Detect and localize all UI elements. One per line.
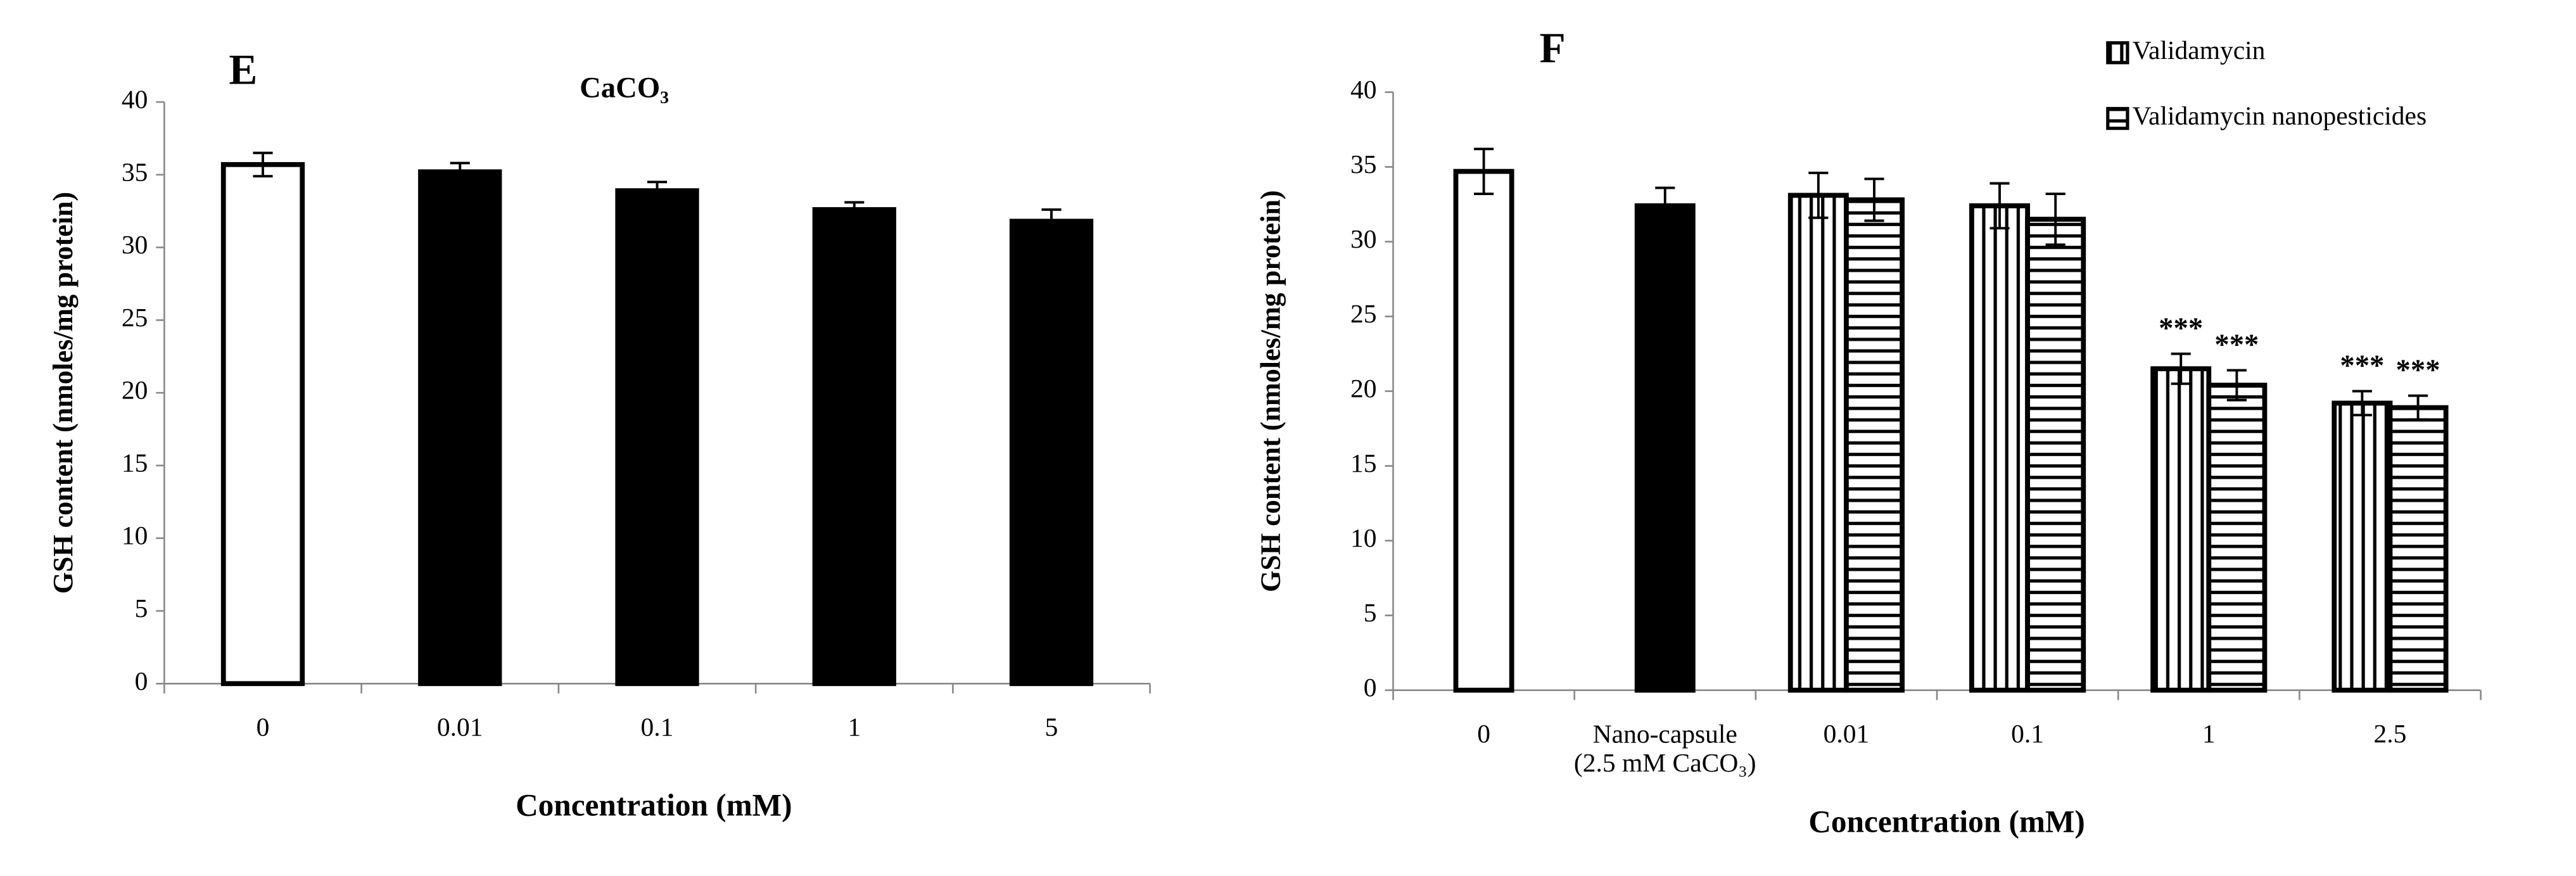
x-tick-label: 0.1	[641, 712, 674, 741]
y-tick-label: 20	[122, 376, 148, 405]
bar	[1453, 168, 1514, 693]
legend-label: Validamycin	[2133, 35, 2266, 65]
y-tick-label: 10	[122, 521, 148, 550]
y-tick-label: 10	[1350, 523, 1377, 552]
error-bar	[2352, 390, 2372, 417]
legend-label: Validamycin nanopesticides	[2133, 101, 2427, 130]
significance: ***	[2159, 312, 2203, 345]
significance: ***	[2396, 353, 2440, 386]
panel-label: F	[1539, 25, 1565, 72]
x-tick-label: 0.01	[1824, 719, 1870, 748]
bar	[1009, 219, 1094, 687]
error-bar	[2226, 369, 2247, 402]
y-tick-label: 25	[1350, 299, 1377, 328]
error-bar	[1864, 177, 1884, 222]
y-axis-label: GSH content (nmoles/mg protein)	[1255, 190, 1286, 592]
y-tick-label: 5	[1364, 598, 1377, 627]
y-tick-label: 30	[1350, 224, 1377, 253]
y-tick-label: 40	[1350, 75, 1377, 104]
y-axis-label: GSH content (nmoles/mg protein)	[48, 192, 79, 594]
bar	[812, 207, 896, 687]
bar	[220, 162, 305, 687]
x-axis-label: Concentration (mM)	[516, 788, 792, 823]
x-tick-label: 1	[2202, 719, 2216, 748]
y-tick-label: 0	[135, 666, 148, 695]
y-tick-label: 5	[135, 594, 148, 623]
y-tick-label: 35	[1350, 149, 1377, 179]
error-bar	[253, 151, 273, 178]
error-bar	[2045, 193, 2065, 246]
bar	[1787, 193, 1849, 693]
error-bar	[1474, 148, 1494, 195]
y-tick-label: 40	[122, 85, 148, 114]
y-tick-label: 20	[1350, 374, 1377, 403]
error-bar	[1041, 208, 1062, 234]
bar	[2387, 405, 2449, 693]
bar	[615, 188, 699, 687]
bar	[2332, 400, 2393, 693]
x-tick-label: 0	[1477, 719, 1490, 748]
x-axis-label: Concentration (mM)	[1808, 804, 2084, 839]
error-bar	[2171, 352, 2191, 385]
bar	[2025, 217, 2086, 693]
significance: ***	[2214, 328, 2259, 361]
error-bar	[450, 162, 470, 182]
error-bar	[1808, 172, 1829, 219]
legend-swatch	[2106, 41, 2129, 65]
error-bar	[2408, 394, 2428, 421]
bar	[1634, 203, 1696, 693]
bar	[1969, 203, 2031, 693]
panel-label: E	[229, 46, 257, 93]
error-bar	[844, 201, 865, 219]
x-tick-label: Nano-capsule (2.5 mM CaCO₃)	[1574, 719, 1756, 778]
bar	[2150, 366, 2212, 693]
error-bar	[647, 181, 668, 201]
y-tick-label: 30	[122, 230, 148, 259]
y-tick-label: 0	[1364, 673, 1377, 702]
bar	[418, 169, 502, 687]
bar	[1844, 197, 1905, 693]
x-tick-label: 0	[257, 712, 270, 741]
y-tick-label: 15	[122, 448, 148, 477]
chart-title: CaCO₃	[580, 72, 669, 105]
y-tick-label: 25	[122, 303, 148, 332]
x-tick-label: 2.5	[2374, 719, 2407, 748]
x-tick-label: 0.01	[437, 712, 483, 741]
legend-swatch	[2106, 106, 2129, 130]
y-tick-label: 15	[1350, 448, 1377, 478]
x-tick-label: 0.1	[2011, 719, 2044, 748]
x-tick-label: 5	[1045, 712, 1058, 741]
bar	[2206, 383, 2268, 693]
x-tick-label: 1	[847, 712, 861, 741]
error-bar	[1989, 182, 2010, 230]
significance: ***	[2340, 349, 2384, 382]
y-tick-label: 35	[122, 157, 148, 186]
error-bar	[1655, 186, 1675, 225]
